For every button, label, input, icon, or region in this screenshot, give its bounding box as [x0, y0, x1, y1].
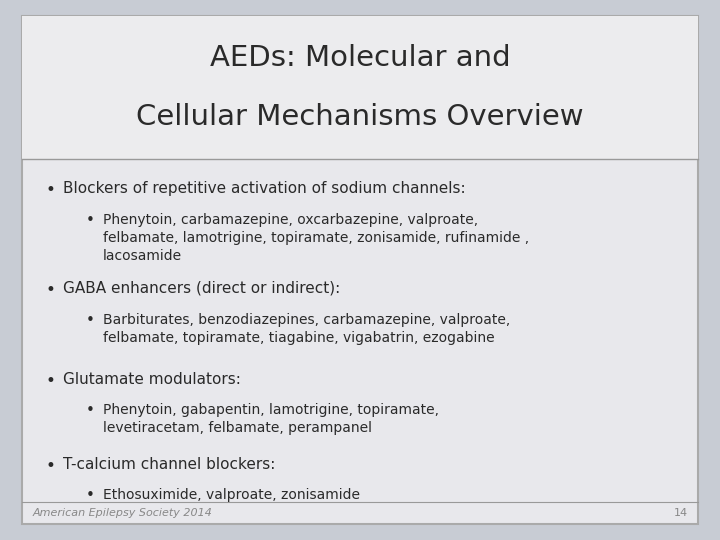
Text: Phenytoin, carbamazepine, oxcarbazepine, valproate,
felbamate, lamotrigine, topi: Phenytoin, carbamazepine, oxcarbazepine,… — [103, 213, 529, 263]
Text: •: • — [86, 403, 94, 418]
Bar — [22, 16, 698, 159]
Text: American Epilepsy Society 2014: American Epilepsy Society 2014 — [32, 508, 212, 518]
Text: Phenytoin, gabapentin, lamotrigine, topiramate,
levetiracetam, felbamate, peramp: Phenytoin, gabapentin, lamotrigine, topi… — [103, 403, 439, 435]
Text: •: • — [45, 372, 55, 389]
Text: 14: 14 — [673, 508, 688, 518]
Text: Ethosuximide, valproate, zonisamide: Ethosuximide, valproate, zonisamide — [103, 488, 360, 502]
Text: Blockers of repetitive activation of sodium channels:: Blockers of repetitive activation of sod… — [63, 181, 466, 196]
Text: •: • — [45, 181, 55, 199]
Text: T-calcium channel blockers:: T-calcium channel blockers: — [63, 457, 276, 472]
Text: Barbiturates, benzodiazepines, carbamazepine, valproate,
felbamate, topiramate, : Barbiturates, benzodiazepines, carbamaze… — [103, 313, 510, 345]
Text: •: • — [86, 313, 94, 328]
Text: •: • — [45, 457, 55, 475]
Text: Cellular Mechanisms Overview: Cellular Mechanisms Overview — [136, 104, 584, 131]
Text: GABA enhancers (direct or indirect):: GABA enhancers (direct or indirect): — [63, 281, 341, 296]
Text: AEDs: Molecular and: AEDs: Molecular and — [210, 44, 510, 72]
Text: •: • — [45, 281, 55, 299]
Text: •: • — [86, 488, 94, 503]
Text: •: • — [86, 213, 94, 228]
Text: Glutamate modulators:: Glutamate modulators: — [63, 372, 241, 387]
